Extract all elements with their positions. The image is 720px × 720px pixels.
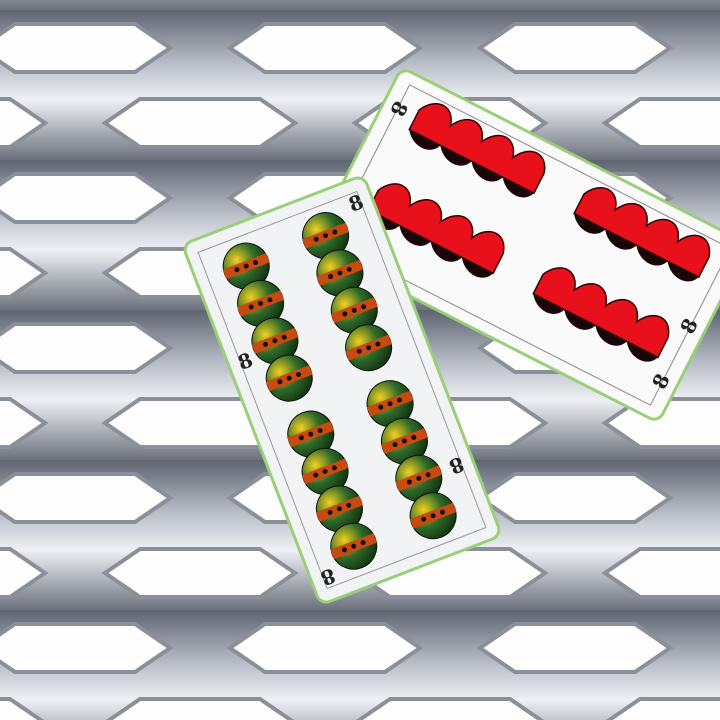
bells-card: 8 8 8 8 [183,176,501,604]
hearts-card: 8 8 8 [312,69,720,421]
